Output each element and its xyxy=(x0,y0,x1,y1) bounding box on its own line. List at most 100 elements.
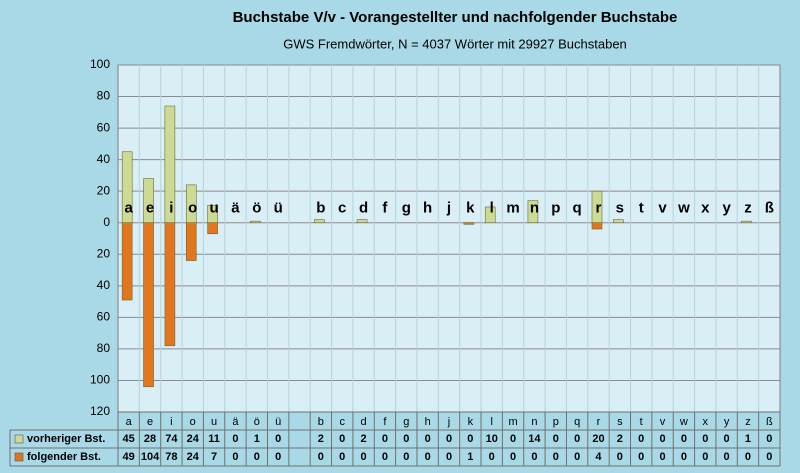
bar xyxy=(741,220,752,224)
table-value: 1 xyxy=(254,433,260,445)
table-header: w xyxy=(679,416,688,428)
y-tick-label: 80 xyxy=(97,341,111,355)
category-label: t xyxy=(639,200,644,217)
bar xyxy=(314,219,325,224)
category-label: w xyxy=(677,200,690,217)
plot-area xyxy=(117,64,781,413)
table-value: 28 xyxy=(144,433,156,445)
table-value: 11 xyxy=(208,433,220,445)
table-value: 0 xyxy=(425,433,431,445)
table-value: 2 xyxy=(361,433,367,445)
y-tick-label: 40 xyxy=(97,152,111,166)
bar xyxy=(613,219,624,224)
y-tick-label: 20 xyxy=(97,246,111,260)
category-label: e xyxy=(146,200,154,217)
table-value: 0 xyxy=(318,451,324,463)
table-value: 1 xyxy=(745,433,751,445)
table-value: 0 xyxy=(510,451,516,463)
table-header: z xyxy=(745,416,751,428)
table-value: 0 xyxy=(617,451,623,463)
table-value: 0 xyxy=(382,433,388,445)
table-value: 0 xyxy=(745,451,751,463)
table-value: 0 xyxy=(275,433,281,445)
table-value: 0 xyxy=(510,433,516,445)
table-value: 104 xyxy=(141,451,160,463)
table-value: 0 xyxy=(232,451,238,463)
table-value: 24 xyxy=(187,451,200,463)
table-header: p xyxy=(553,416,559,428)
table-value: 0 xyxy=(638,451,644,463)
legend-label: folgender Bst. xyxy=(27,451,101,463)
table-header: y xyxy=(724,416,730,428)
category-label: ß xyxy=(765,200,774,217)
table-value: 0 xyxy=(446,451,452,463)
table-value: 0 xyxy=(254,451,260,463)
table-value: 0 xyxy=(425,451,431,463)
bar xyxy=(207,222,218,235)
bar xyxy=(591,222,603,230)
table-header: a xyxy=(126,416,133,428)
table-value: 0 xyxy=(659,451,665,463)
table-header: ü xyxy=(275,416,281,428)
category-label: k xyxy=(466,200,475,217)
table-value: 0 xyxy=(275,451,281,463)
table-value: 0 xyxy=(553,433,559,445)
table-header: i xyxy=(170,416,172,428)
y-tick-label: 100 xyxy=(90,57,110,71)
table-value: 7 xyxy=(211,451,217,463)
category-label: q xyxy=(573,200,582,217)
table-header: f xyxy=(383,416,387,428)
category-label: a xyxy=(125,200,134,217)
table-header: k xyxy=(468,416,474,428)
bar xyxy=(121,222,133,301)
table-value: 0 xyxy=(724,451,730,463)
bar xyxy=(164,222,176,347)
bar xyxy=(356,219,368,224)
category-label: i xyxy=(169,200,173,217)
category-label: f xyxy=(382,200,388,217)
category-label: n xyxy=(530,200,539,217)
table-value: 4 xyxy=(595,451,602,463)
table-value: 20 xyxy=(592,433,604,445)
category-label: m xyxy=(506,200,519,217)
table-value: 0 xyxy=(489,451,495,463)
table-value: 45 xyxy=(123,433,135,445)
y-tick-label: 60 xyxy=(97,120,111,134)
category-label: r xyxy=(596,200,602,217)
y-tick-label: 40 xyxy=(97,278,111,292)
table-value: 0 xyxy=(681,433,687,445)
table-value: 0 xyxy=(574,451,580,463)
table-header: ä xyxy=(232,416,239,428)
table-header: v xyxy=(660,416,666,428)
table-value: 0 xyxy=(467,433,473,445)
category-label: d xyxy=(359,200,368,217)
table-value: 0 xyxy=(766,451,772,463)
bar xyxy=(484,206,496,224)
table-value: 0 xyxy=(403,433,409,445)
table-value: 74 xyxy=(165,433,178,445)
table-value: 0 xyxy=(574,433,580,445)
bar xyxy=(143,222,154,388)
bar xyxy=(250,220,261,224)
chart-title: Buchstabe V/v - Vorangestellter und nach… xyxy=(233,9,678,26)
table-value: 2 xyxy=(318,433,324,445)
table-value: 0 xyxy=(638,433,644,445)
table-value: 1 xyxy=(467,451,473,463)
table-header: c xyxy=(339,416,345,428)
table-header: u xyxy=(211,416,217,428)
table-value: 0 xyxy=(382,451,388,463)
table-header: j xyxy=(447,416,450,428)
legend-swatch xyxy=(14,434,24,444)
y-tick-label: 120 xyxy=(90,404,110,418)
y-tick-label: 0 xyxy=(103,215,110,229)
table-value: 0 xyxy=(339,433,345,445)
category-label: g xyxy=(402,200,411,217)
table-header: o xyxy=(190,416,196,428)
category-label: ü xyxy=(274,200,283,217)
y-tick-label: 100 xyxy=(90,373,110,387)
table-header: d xyxy=(361,416,367,428)
table-value: 78 xyxy=(165,451,177,463)
table-header: e xyxy=(147,416,153,428)
y-tick-label: 80 xyxy=(97,89,111,103)
